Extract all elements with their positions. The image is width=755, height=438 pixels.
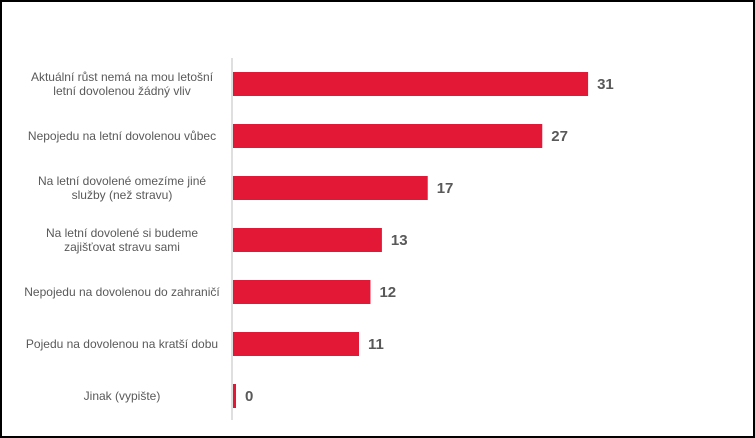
category-label: Nepojedu na dovolenou do zahraničí <box>24 285 220 299</box>
value-labels-group: 31 27 17 13 12 11 0 <box>245 76 614 405</box>
value-label: 12 <box>379 284 396 301</box>
bar <box>233 228 382 252</box>
category-label: služby (než stravu) <box>72 188 173 202</box>
bars-group <box>233 72 589 408</box>
value-label: 11 <box>368 336 384 353</box>
bar <box>233 124 543 148</box>
value-label: 31 <box>597 76 614 93</box>
category-label: Na letní dovolené omezíme jiné <box>38 174 206 188</box>
bar <box>233 384 236 408</box>
value-label: 13 <box>391 232 408 249</box>
bar <box>233 332 359 356</box>
category-label: letní dovolenou žádný vliv <box>53 84 190 98</box>
category-label: Pojedu na dovolenou na kratší dobu <box>26 337 218 351</box>
category-label: Aktuální růst nemá na mou letošní <box>31 70 214 84</box>
value-label: 27 <box>551 128 568 145</box>
bar <box>233 72 589 96</box>
category-label: Jinak (vypište) <box>84 389 161 403</box>
value-label: 0 <box>245 388 253 405</box>
bar <box>233 176 428 200</box>
category-label: Na letní dovolené si budeme <box>46 226 198 240</box>
value-label: 17 <box>437 180 454 197</box>
category-label: zajišťovat stravu sami <box>64 240 180 254</box>
category-label: Nepojedu na letní dovolenou vůbec <box>28 129 216 143</box>
bar <box>233 280 371 304</box>
